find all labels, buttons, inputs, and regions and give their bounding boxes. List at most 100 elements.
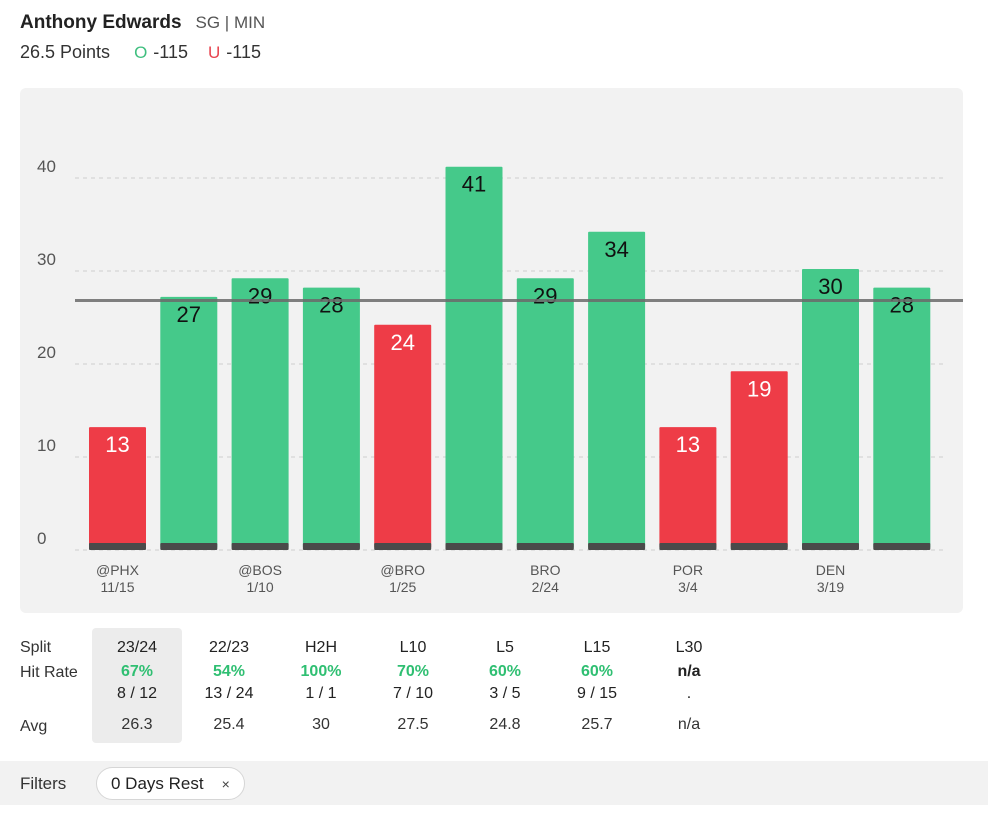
split-avg: n/a [677, 716, 701, 733]
bar-base [588, 543, 646, 550]
filter-chip-days-rest[interactable]: 0 Days Rest × [96, 767, 245, 800]
bar-value-label: 24 [390, 330, 414, 355]
bar-chart: 0 10 20 30 40 13 27 29 28 24 41 29 34 13 19 30 28 @PHX11/… [37, 157, 963, 595]
over-icon: O [134, 43, 148, 62]
bar-value-label: 30 [818, 274, 842, 299]
under-icon: U [208, 43, 221, 62]
y-tick-label: 30 [37, 250, 56, 269]
bar-value-label: 28 [319, 293, 343, 318]
split-label: L10 [399, 639, 427, 656]
player-name: Anthony Edwards [20, 12, 182, 33]
split-avg: 25.7 [581, 716, 613, 733]
split-hit-count: 13 / 24 [204, 685, 254, 702]
x-tick-date: 1/25 [389, 579, 416, 595]
x-tick-date: 2/24 [532, 579, 559, 595]
filters-label: Filters [20, 774, 67, 793]
split-hit-rate: 54% [212, 663, 246, 680]
x-tick-opponent: @PHX [96, 562, 140, 578]
split-col-l5[interactable]: L5 60% 3 / 5 24.8 [460, 628, 550, 743]
split-hit-rate: 100% [300, 663, 342, 680]
bar-base [873, 543, 931, 550]
x-tick-date: 3/4 [678, 579, 698, 595]
split-col-l10[interactable]: L10 70% 7 / 10 27.5 [368, 628, 458, 743]
bar-value-label: 29 [533, 283, 557, 308]
bar-value-label: 34 [604, 237, 628, 262]
split-hit-rate: 70% [396, 663, 430, 680]
x-tick-opponent: DEN [816, 562, 846, 578]
split-col-23-24[interactable]: 23/24 67% 8 / 12 26.3 [92, 628, 182, 743]
over-odds[interactable]: -115 [153, 42, 188, 62]
bar [445, 166, 503, 548]
bar-value-label: 13 [105, 432, 129, 457]
bar [659, 427, 717, 548]
bar-base [160, 543, 218, 550]
split-label: 22/23 [208, 639, 250, 656]
split-hit-count: 7 / 10 [392, 685, 434, 702]
split-hit-count: 3 / 5 [489, 685, 521, 702]
split-avg: 27.5 [397, 716, 429, 733]
close-icon[interactable]: × [221, 775, 230, 792]
bar [730, 371, 788, 548]
bar-base [374, 543, 432, 550]
split-hit-count: 9 / 15 [576, 685, 618, 702]
bar-value-label: 27 [177, 302, 201, 327]
split-col-h2h[interactable]: H2H 100% 1 / 1 30 [276, 628, 366, 743]
hit-rate-row-label: Hit Rate [20, 664, 78, 681]
split-avg: 25.4 [213, 716, 245, 733]
player-header: Anthony Edwards SG | MIN 26.5 Points O -… [20, 12, 265, 63]
x-tick-opponent: POR [673, 562, 703, 578]
bar-value-label: 28 [890, 293, 914, 318]
split-hit-rate: 60% [488, 663, 522, 680]
bar-value-label: 41 [462, 172, 486, 197]
filter-chip-label: 0 Days Rest [111, 773, 204, 793]
split-row-label: Split [20, 639, 52, 656]
bar-base [302, 543, 360, 550]
splits-table: Split Hit Rate Avg 23/24 67% 8 / 12 26.3… [20, 628, 740, 743]
split-avg: 30 [312, 716, 330, 733]
bar-base [659, 543, 717, 550]
game-log-chart: 0 10 20 30 40 13 27 29 28 24 41 29 34 13 19 30 28 @PHX 11/… [20, 88, 963, 613]
filters-bar: Filters 0 Days Rest × [0, 761, 988, 805]
bar-value-label: 13 [676, 432, 700, 457]
split-label: 23/24 [116, 639, 158, 656]
split-label: L15 [583, 639, 611, 656]
y-tick-label: 10 [37, 436, 56, 455]
y-tick-label: 0 [37, 529, 46, 548]
split-hit-count: 8 / 12 [116, 685, 158, 702]
avg-row-label: Avg [20, 718, 48, 735]
bar [160, 296, 218, 548]
x-tick-date: 3/19 [817, 579, 844, 595]
bar-base [730, 543, 788, 550]
split-avg: 26.3 [121, 716, 153, 733]
y-tick-label: 20 [37, 343, 56, 362]
split-col-l30[interactable]: L30 n/a . n/a [644, 628, 734, 743]
split-hit-rate: 67% [120, 663, 154, 680]
bar-base [231, 543, 289, 550]
bar-base [89, 543, 146, 550]
bar [873, 287, 931, 548]
split-label: L30 [675, 639, 703, 656]
player-position-team: SG | MIN [195, 13, 266, 32]
bar [89, 427, 146, 548]
split-hit-count: 1 / 1 [305, 685, 337, 702]
x-tick-date: 1/10 [246, 579, 273, 595]
split-hit-count: . [686, 685, 692, 702]
x-tick-opponent: @BRO [380, 562, 425, 578]
bar-value-label: 29 [248, 283, 272, 308]
bar [516, 278, 574, 548]
prop-line: 26.5 Points O -115 U -115 [20, 42, 265, 63]
bar-base [516, 543, 574, 550]
split-label: H2H [304, 639, 337, 656]
split-label: L5 [496, 639, 514, 656]
x-tick-date: 11/15 [101, 579, 135, 595]
under-odds[interactable]: -115 [226, 42, 261, 62]
split-hit-rate: n/a [677, 663, 701, 680]
x-tick-opponent: BRO [530, 562, 560, 578]
split-hit-rate: 60% [580, 663, 614, 680]
bar [374, 324, 432, 548]
split-col-l15[interactable]: L15 60% 9 / 15 25.7 [552, 628, 642, 743]
split-col-22-23[interactable]: 22/23 54% 13 / 24 25.4 [184, 628, 274, 743]
bar [802, 269, 859, 548]
bar [302, 287, 360, 548]
bar [588, 231, 646, 549]
